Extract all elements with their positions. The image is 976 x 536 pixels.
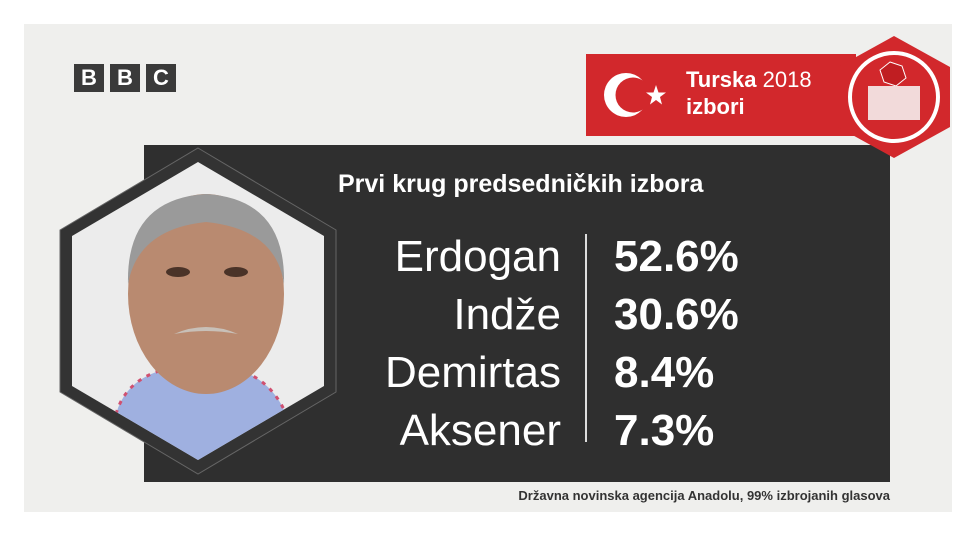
logo-letter: B	[110, 64, 140, 92]
candidate-name: Indže	[453, 290, 561, 339]
headline: Prvi krug predsedničkih izbora	[338, 170, 704, 198]
banner-year: 2018	[762, 67, 812, 92]
candidate-names: Erdogan Indže Demirtas Aksener	[385, 228, 561, 460]
banner-subtitle: izbori	[686, 94, 745, 119]
ballot-box-icon	[838, 36, 950, 158]
candidate-value: 30.6%	[614, 290, 739, 339]
logo-letter: C	[146, 64, 176, 92]
logo-letter: B	[74, 64, 104, 92]
portrait-hexagon	[59, 147, 337, 475]
candidate-name: Demirtas	[384, 348, 561, 397]
candidate-value: 8.4%	[614, 348, 715, 397]
candidate-name: Aksener	[399, 406, 561, 455]
divider	[585, 234, 587, 442]
election-banner	[586, 54, 856, 136]
banner-title: Turska 2018 izbori	[686, 66, 812, 120]
candidate-name: Erdogan	[394, 232, 561, 281]
turkish-flag-icon	[604, 73, 666, 117]
source-note: Državna novinska agencija Anadolu, 99% i…	[518, 488, 890, 503]
bbc-logo: B B C	[74, 64, 176, 92]
banner-country: Turska	[686, 67, 757, 92]
candidate-value: 7.3%	[614, 406, 715, 455]
candidate-values: 52.6% 30.6% 8.4% 7.3%	[614, 228, 739, 460]
candidate-value: 52.6%	[614, 232, 739, 281]
